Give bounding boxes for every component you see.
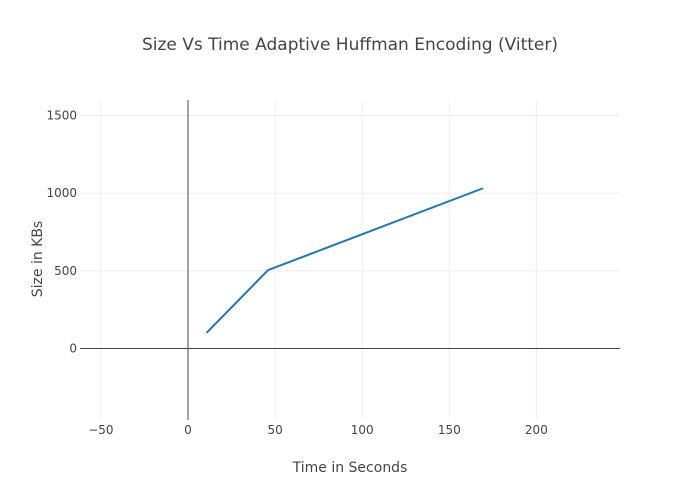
x-tick-labels: −50 0 50 100 150 200: [88, 423, 548, 437]
x-tick-label: 200: [525, 423, 548, 437]
y-tick-labels: 0 500 1000 1500: [46, 109, 77, 356]
x-tick-label: −50: [88, 423, 113, 437]
x-tick-label: 100: [351, 423, 374, 437]
x-tick-label: 0: [184, 423, 192, 437]
series-line-1: [206, 187, 484, 334]
x-tick-label: 150: [438, 423, 461, 437]
y-tick-label: 1500: [46, 109, 77, 123]
data-series: [206, 187, 484, 334]
zero-lines: [80, 100, 620, 420]
y-tick-label: 500: [54, 264, 77, 278]
y-axis-title: Size in KBs: [30, 221, 46, 297]
y-tick-label: 0: [69, 342, 77, 356]
x-tick-label: 50: [267, 423, 282, 437]
y-gridlines: [80, 115, 620, 272]
y-tick-label: 1000: [46, 186, 77, 200]
x-axis-title: Time in Seconds: [292, 460, 408, 476]
x-gridlines: [100, 100, 537, 420]
chart-title: Size Vs Time Adaptive Huffman Encoding (…: [142, 35, 558, 55]
